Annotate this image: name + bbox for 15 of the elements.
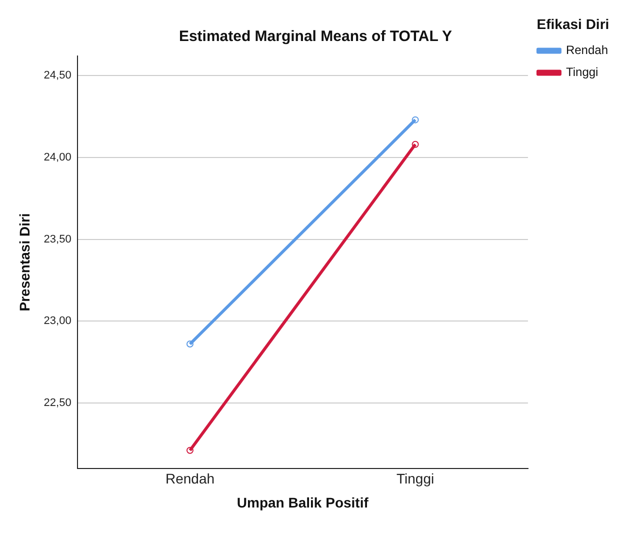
y-tick-label: 22,50 bbox=[44, 396, 72, 409]
y-tick-label: 24,00 bbox=[44, 151, 72, 164]
point bbox=[412, 116, 419, 124]
point bbox=[186, 340, 194, 348]
point bbox=[186, 446, 194, 454]
chart-title: Estimated Marginal Means of TOTAL Y bbox=[178, 28, 452, 46]
x-axis-title: Umpan Balik Positif bbox=[236, 494, 369, 510]
legend-title: Efikasi Diri bbox=[536, 16, 610, 32]
legend-label: Tinggi bbox=[566, 65, 598, 80]
legend-label: Rendah bbox=[566, 43, 608, 58]
y-tick-label: 24,50 bbox=[44, 70, 72, 82]
y-tick-label: 23,00 bbox=[44, 315, 72, 328]
point bbox=[412, 140, 419, 148]
y-tick-label: 23,50 bbox=[44, 233, 72, 246]
y-axis-title: Presentasi Diri bbox=[16, 213, 32, 312]
